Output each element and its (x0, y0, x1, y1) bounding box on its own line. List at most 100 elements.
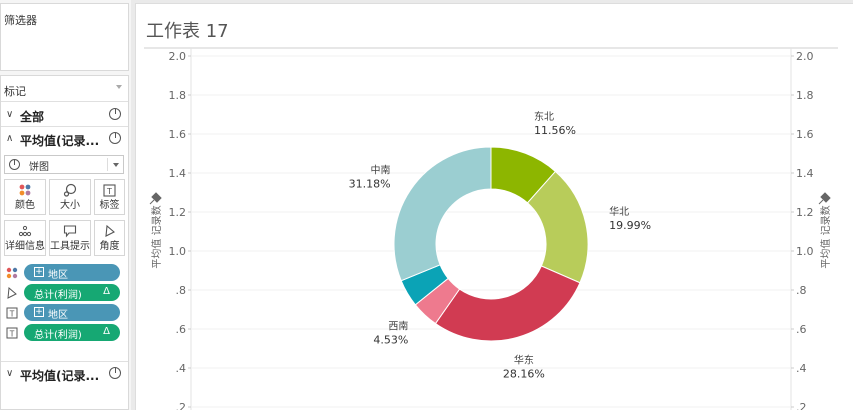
pill-label: 总计(利润) (34, 330, 82, 341)
slice-percent-label: 11.56% (534, 124, 576, 137)
color-button[interactable]: 颜色 (4, 179, 46, 215)
tooltip-button-label: 工具提示 (50, 241, 90, 252)
y-tick-label-right: .2 (796, 401, 807, 410)
chevron-down-icon[interactable]: ∨ (6, 368, 14, 379)
y-tick-label-left: .4 (176, 362, 187, 375)
y-tick-label-left: .6 (176, 323, 187, 336)
marks-all-label: 全部 (20, 110, 45, 124)
y-tick-label-left: 1.0 (169, 245, 187, 258)
label-icon: T (6, 307, 18, 319)
divider (1, 361, 128, 362)
label-icon: T (102, 183, 118, 197)
pill-label: 地区 (48, 270, 68, 281)
slice-name-label: 西南 (388, 319, 408, 332)
worksheet: 工作表 17 2.0 2.0 1.8 1.8 1.6 1.6 1.4 1.4 1.2 1.2 1.0… (135, 3, 853, 410)
y-tick-label-left: .8 (176, 284, 187, 297)
slice-name-label: 华北 (609, 205, 629, 218)
tooltip-button[interactable]: 工具提示 (49, 220, 91, 256)
label-button[interactable]: T 标签 (94, 179, 125, 215)
expand-plus-icon[interactable]: + (34, 307, 44, 317)
pie-slice[interactable] (393, 146, 492, 282)
svg-text:T: T (106, 187, 112, 196)
y-tick-label-left: 1.2 (169, 206, 187, 219)
angle-icon (6, 287, 18, 299)
worksheet-title: 工作表 17 (146, 21, 229, 42)
mark-type-select[interactable]: 饼图 (4, 155, 124, 174)
pill-row-label-region: T + 地区 (1, 304, 128, 322)
profit-angle-pill[interactable]: 总计(利润) Δ (24, 284, 120, 301)
y-tick-label-left: 1.8 (169, 89, 187, 102)
filters-shelf[interactable]: 筛选器 (0, 3, 129, 71)
y-tick-label-right: 1.2 (796, 206, 814, 219)
marks-card: 标记 ∨ 全部 ∧ 平均值(记录... 饼图 (0, 75, 129, 410)
slice-name-label: 华东 (514, 353, 534, 366)
slice-percent-label: 4.53% (373, 333, 408, 346)
marks-measure-row[interactable]: ∧ 平均值(记录... (1, 128, 128, 150)
angle-icon (102, 224, 118, 238)
color-button-label: 颜色 (15, 200, 35, 211)
slice-name-label: 中南 (371, 164, 391, 177)
pie-chart: 2.0 2.0 1.8 1.8 1.6 1.6 1.4 1.4 1.2 1.2 1.0 1.0 .8 .8… (144, 47, 838, 410)
angle-button[interactable]: 角度 (94, 220, 125, 256)
chevron-up-icon[interactable]: ∧ (6, 133, 14, 144)
divider (1, 126, 128, 127)
pie-chart-icon (109, 367, 121, 379)
detail-button[interactable]: 详细信息 (4, 220, 46, 256)
size-button-label: 大小 (60, 200, 80, 211)
table-calc-delta-icon: Δ (103, 286, 110, 297)
marks-title: 标记 (4, 85, 26, 98)
profit-label-pill[interactable]: 总计(利润) Δ (24, 324, 120, 341)
marks-measure-row-2[interactable]: ∨ 平均值(记录... (1, 363, 128, 385)
table-calc-delta-icon: Δ (103, 326, 110, 337)
pin-icon[interactable] (818, 192, 831, 205)
y-tick-label-right: 1.4 (796, 167, 814, 180)
filters-title: 筛选器 (4, 14, 37, 27)
chevron-down-icon[interactable]: ∨ (6, 109, 14, 120)
svg-text:T: T (9, 330, 15, 339)
expand-plus-icon[interactable]: + (34, 267, 44, 277)
y-tick-label-right: .8 (796, 284, 807, 297)
marks-measure-label: 平均值(记录... (20, 134, 100, 148)
y-axis-title-right: 平均值 记录数 (819, 205, 832, 268)
pie-chart-icon (109, 132, 121, 144)
y-tick-label-right: 1.8 (796, 89, 814, 102)
size-button[interactable]: 大小 (49, 179, 91, 215)
angle-button-label: 角度 (99, 241, 120, 252)
pill-label: 地区 (48, 310, 68, 321)
color-dots-icon (17, 183, 33, 197)
marks-measure-label-2: 平均值(记录... (20, 369, 100, 383)
divider (1, 101, 128, 102)
pie-chart-icon (9, 159, 20, 170)
pie-chart-icon (109, 108, 121, 120)
slice-name-label: 东北 (534, 110, 554, 123)
mark-type-value: 饼图 (29, 162, 49, 173)
detail-button-label: 详细信息 (5, 241, 45, 252)
label-icon: T (6, 327, 18, 339)
region-color-pill[interactable]: + 地区 (24, 264, 120, 281)
pie-slice[interactable] (434, 265, 581, 342)
y-tick-label-right: 1.6 (796, 128, 814, 141)
left-panel: 筛选器 标记 ∨ 全部 ∧ 平均值(记录... 饼图 (0, 0, 131, 410)
detail-icon (17, 224, 33, 238)
marks-all-row[interactable]: ∨ 全部 (1, 104, 128, 126)
svg-text:T: T (9, 310, 15, 319)
y-tick-label-right: .4 (796, 362, 807, 375)
y-tick-label-left: 1.6 (169, 128, 187, 141)
marks-collapse-icon[interactable] (116, 85, 122, 89)
divider (107, 158, 108, 171)
color-dots-icon (6, 267, 18, 279)
y-tick-label-right: 1.0 (796, 245, 814, 258)
y-tick-label-left: 2.0 (169, 50, 187, 63)
y-axis-title-left: 平均值 记录数 (150, 205, 163, 268)
chevron-down-icon (113, 163, 119, 167)
slice-percent-label: 31.18% (349, 178, 391, 191)
pin-icon[interactable] (149, 192, 162, 205)
label-button-label: 标签 (99, 200, 120, 211)
y-tick-label-right: 2.0 (796, 50, 814, 63)
pill-row-label-profit: T 总计(利润) Δ (1, 324, 128, 342)
region-label-pill[interactable]: + 地区 (24, 304, 120, 321)
pill-row-angle: 总计(利润) Δ (1, 284, 128, 302)
y-tick-label-right: .6 (796, 323, 807, 336)
y-tick-label-left: .2 (176, 401, 187, 410)
